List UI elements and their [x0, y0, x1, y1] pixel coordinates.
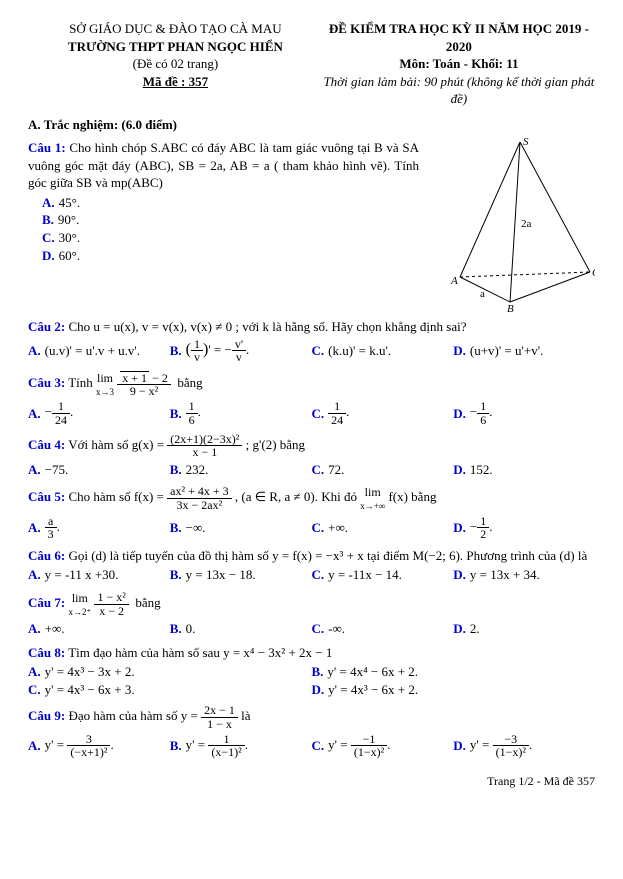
- q1-optD: 60°.: [59, 248, 80, 263]
- exam-title: ĐỀ KIỂM TRA HỌC KỲ II NĂM HỌC 2019 - 202…: [323, 20, 595, 55]
- time-note: Thời gian làm bài: 90 phút (không kể thờ…: [323, 73, 595, 108]
- header-left: SỞ GIÁO DỤC & ĐÀO TẠO CÀ MAU TRƯỜNG THPT…: [28, 20, 323, 108]
- dept-line: SỞ GIÁO DỤC & ĐÀO TẠO CÀ MAU: [28, 20, 323, 38]
- q5-options: A.a3. B.−∞. C.+∞. D.−12.: [28, 515, 595, 541]
- q2-label: Câu 2:: [28, 319, 65, 334]
- q9-optA: y' = 3(−x+1)².: [45, 733, 114, 759]
- q7-options: A.+∞. B.0. C.-∞. D.2.: [28, 620, 595, 638]
- header-right: ĐỀ KIỂM TRA HỌC KỲ II NĂM HỌC 2019 - 202…: [323, 20, 595, 108]
- q9-label: Câu 9:: [28, 708, 65, 723]
- q4-optD: 152.: [470, 461, 493, 479]
- page-footer: Trang 1/2 - Mã đề 357: [28, 773, 595, 789]
- q8-optB: y' = 4x⁴ − 6x + 2.: [327, 663, 418, 681]
- q2-text: Cho u = u(x), v = v(x), v(x) ≠ 0 ; với k…: [68, 319, 466, 334]
- subject-line: Môn: Toán - Khối: 11: [323, 55, 595, 73]
- q7-text: limx→2⁺ 1 − x²x − 2 bằng: [68, 595, 160, 610]
- q1-optB: 90°.: [58, 212, 79, 227]
- q9-optB: y' = 1(x−1)².: [186, 733, 248, 759]
- q3-options: A.−124. B.16. C.124. D.−16.: [28, 400, 595, 426]
- q7-optC: -∞.: [328, 620, 345, 638]
- q7-label: Câu 7:: [28, 595, 65, 610]
- q5-optA: a3.: [45, 515, 60, 541]
- q9-text: Đạo hàm của hàm số y = 2x − 11 − x là: [68, 708, 250, 723]
- svg-text:2a: 2a: [521, 218, 532, 230]
- q6-optA: y = -11 x +30.: [45, 566, 119, 584]
- q4-optC: 72.: [328, 461, 344, 479]
- q6-text: Gọi (d) là tiếp tuyến của đồ thị hàm số …: [68, 548, 587, 563]
- q4-text: Với hàm số g(x) = (2x+1)(2−3x)²x − 1 ; g…: [68, 437, 305, 452]
- school-line: TRƯỜNG THPT PHAN NGỌC HIỂN: [28, 38, 323, 56]
- q3-text: Tính limx→3 x + 1 − 29 − x² bằng: [68, 375, 202, 390]
- question-3: Câu 3: Tính limx→3 x + 1 − 29 − x² bằng: [28, 370, 595, 398]
- q4-optB: 232.: [186, 461, 209, 479]
- q8-optD: y' = 4x³ − 6x + 2.: [328, 681, 418, 699]
- q4-options: A.−75. B.232. C.72. D.152.: [28, 461, 595, 479]
- q6-optD: y = 13x + 34.: [470, 566, 540, 584]
- question-2: Câu 2: Cho u = u(x), v = v(x), v(x) ≠ 0 …: [28, 318, 595, 336]
- question-6: Câu 6: Gọi (d) là tiếp tuyến của đồ thị …: [28, 547, 595, 565]
- q5-optC: +∞.: [328, 519, 348, 537]
- question-5: Câu 5: Cho hàm số f(x) = ax² + 4x + 33x …: [28, 484, 595, 512]
- q6-optB: y = 13x − 18.: [186, 566, 256, 584]
- q5-optD: −12.: [470, 515, 493, 541]
- q5-text: Cho hàm số f(x) = ax² + 4x + 33x − 2ax² …: [68, 489, 436, 504]
- question-9: Câu 9: Đạo hàm của hàm số y = 2x − 11 − …: [28, 704, 595, 730]
- q3-tail: bằng: [177, 375, 202, 390]
- q8-text: Tìm đạo hàm của hàm số sau y = x⁴ − 3x² …: [68, 645, 332, 660]
- q1-optC: 30°.: [59, 230, 80, 245]
- q3-optA: −124.: [45, 400, 74, 426]
- page-header: SỞ GIÁO DỤC & ĐÀO TẠO CÀ MAU TRƯỜNG THPT…: [28, 20, 595, 108]
- question-7: Câu 7: limx→2⁺ 1 − x²x − 2 bằng: [28, 590, 595, 618]
- pages-note: (Đề có 02 trang): [28, 55, 323, 73]
- q9-optC: y' = −1(1−x)².: [328, 733, 390, 759]
- q7-optB: 0.: [186, 620, 196, 638]
- svg-text:C: C: [592, 267, 595, 279]
- q4-label: Câu 4:: [28, 437, 65, 452]
- q5-label: Câu 5:: [28, 489, 65, 504]
- svg-text:a: a: [480, 288, 485, 300]
- q6-optC: y = -11x − 14.: [328, 566, 402, 584]
- q3-optD: −16.: [470, 400, 493, 426]
- section-a-title: A. Trắc nghiệm: (6.0 điểm): [28, 116, 595, 134]
- q8-options: A.y' = 4x³ − 3x + 2. B.y' = 4x⁴ − 6x + 2…: [28, 663, 595, 698]
- q2-optA: (u.v)' = u'.v + u.v'.: [45, 342, 140, 360]
- q1-optA: 45°.: [59, 195, 80, 210]
- q5-optB: −∞.: [186, 519, 206, 537]
- q2-optC: (k.u)' = k.u'.: [328, 342, 391, 360]
- q6-options: A.y = -11 x +30. B.y = 13x − 18. C.y = -…: [28, 566, 595, 584]
- q2-optB: (1v)' = −v'v.: [186, 338, 250, 364]
- q1-text: Cho hình chóp S.ABC có đáy ABC là tam gi…: [28, 140, 419, 190]
- svg-text:S: S: [523, 137, 529, 148]
- question-8: Câu 8: Tìm đạo hàm của hàm số sau y = x⁴…: [28, 644, 595, 662]
- q8-optA: y' = 4x³ − 3x + 2.: [45, 663, 135, 681]
- q6-label: Câu 6:: [28, 548, 65, 563]
- q2-options: A.(u.v)' = u'.v + u.v'. B. (1v)' = −v'v.…: [28, 338, 595, 364]
- exam-code: Mã đề : 357: [28, 73, 323, 91]
- q3-label: Câu 3:: [28, 375, 65, 390]
- q3-optC: 124.: [328, 400, 349, 426]
- q1-label: Câu 1:: [28, 140, 66, 155]
- q9-options: A.y' = 3(−x+1)². B.y' = 1(x−1)². C.y' = …: [28, 733, 595, 759]
- q7-optD: 2.: [470, 620, 480, 638]
- q2-optD: (u+v)' = u'+v'.: [470, 342, 543, 360]
- q4-optA: −75.: [45, 461, 69, 479]
- svg-text:B: B: [507, 303, 514, 312]
- q8-label: Câu 8:: [28, 645, 65, 660]
- q7-optA: +∞.: [45, 620, 65, 638]
- q3-optB: 16.: [186, 400, 201, 426]
- q8-optC: y' = 4x³ − 6x + 3.: [45, 681, 135, 699]
- svg-text:A: A: [450, 275, 458, 287]
- question-4: Câu 4: Với hàm số g(x) = (2x+1)(2−3x)²x …: [28, 433, 595, 459]
- pyramid-figure: S A B C 2a a: [425, 137, 595, 312]
- q9-optD: y' = −3(1−x)².: [470, 733, 532, 759]
